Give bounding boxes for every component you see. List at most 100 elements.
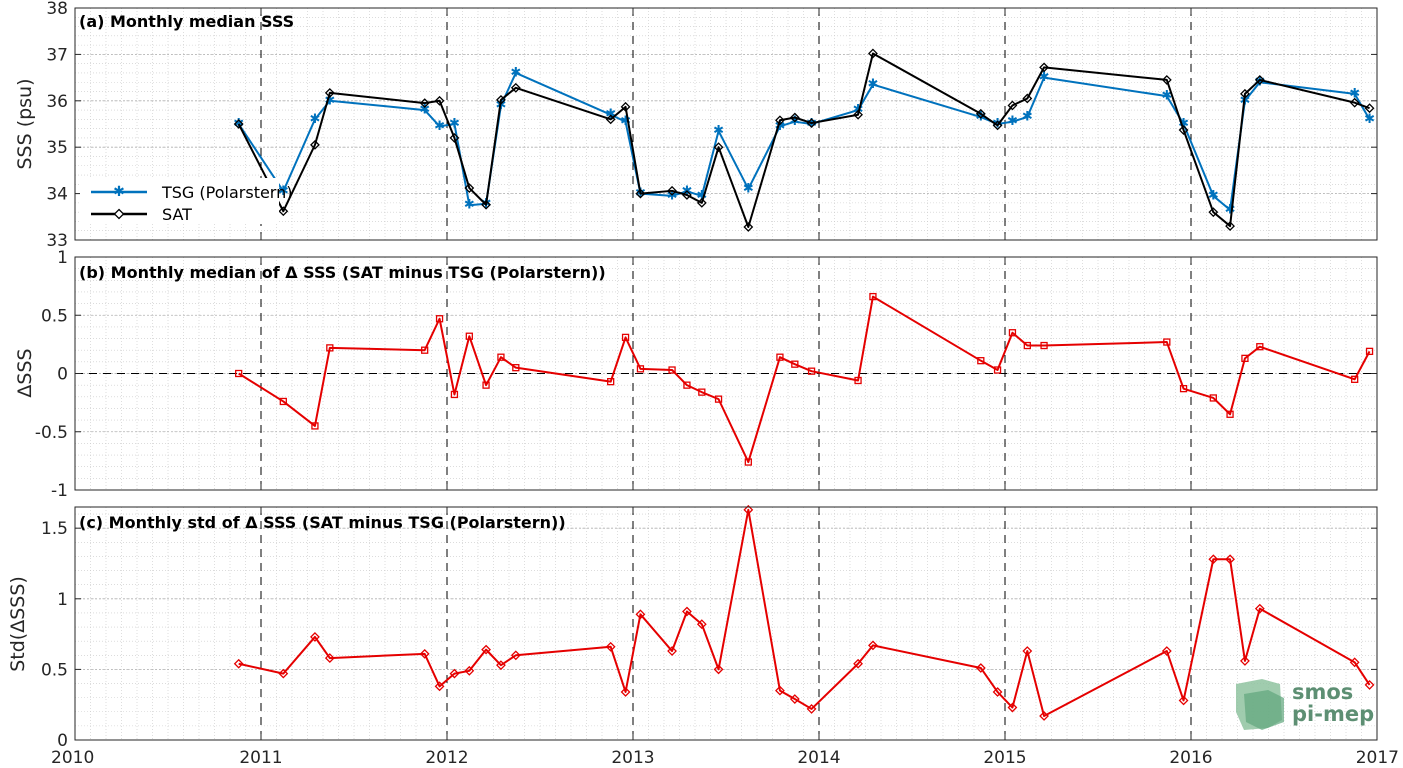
- y-tick-label: 37: [46, 45, 68, 65]
- data-point-diamond: [1225, 554, 1235, 565]
- panel-c-background: [75, 507, 1377, 740]
- data-point-diamond: [789, 112, 800, 123]
- y-tick-label: 33: [46, 231, 68, 251]
- data-point-square: [482, 381, 490, 389]
- data-point-square: [435, 315, 444, 323]
- data-point-diamond: [434, 681, 445, 692]
- data-point-diamond: [605, 641, 616, 652]
- logo-text-pi-mep: pi-mep: [1292, 702, 1374, 726]
- data-point-diamond: [1178, 695, 1189, 706]
- data-point-diamond: [635, 609, 646, 620]
- data-point-diamond: [1254, 603, 1265, 614]
- series-line-delta: [238, 295, 1371, 464]
- data-point-square: [698, 388, 706, 396]
- panel-c-std-delta-sss: 00.511.5 2010 2011 2012 2013 2014 2015 2016 201…: [7, 504, 1399, 768]
- data-point-diamond: [992, 687, 1003, 697]
- x-tick-label: 2015: [983, 748, 1026, 768]
- data-point-diamond: [496, 94, 506, 105]
- data-point-square: [512, 364, 520, 372]
- data-point-square: [279, 397, 287, 406]
- panel-a-monthly-median-sss: ✱✱✱✱✱✱ ✱✱ ✱✱✱✱ ✱✱ ✱ ✱ ✱✱✱✱ ✱ ✱✱✱✱ ✱ ✱ ✱✱✱✱✱✱✱✱✱✱ 33…: [14, 0, 1378, 251]
- data-point-square: [1040, 341, 1048, 350]
- data-point-star: ✱: [1349, 86, 1360, 101]
- data-point-diamond: [975, 663, 986, 673]
- data-point-diamond: [419, 98, 430, 109]
- y-tick-label: 0: [57, 365, 68, 385]
- data-point-square: [326, 344, 334, 352]
- data-point-diamond: [868, 640, 878, 651]
- panel-a-axes-box: [74, 7, 1378, 241]
- data-point-diamond: [1254, 75, 1265, 85]
- data-point-diamond: [419, 648, 430, 659]
- panel-b-median-delta-sss: -1 -0.5 0 0.5 1 (b) Monthly median of Δ SSS …: [14, 248, 1378, 501]
- data-point-star: ✱: [1225, 202, 1236, 217]
- x-axis-ticks: 2010 2011 2012 2013 2014 2015 2016 2017: [51, 748, 1399, 768]
- y-tick-label: -1: [51, 481, 68, 501]
- data-point-star: ✱: [324, 93, 335, 108]
- data-point-diamond: [992, 120, 1003, 131]
- data-point-diamond: [868, 48, 878, 59]
- y-tick-label: 1.5: [41, 519, 68, 539]
- data-point-diamond: [1225, 221, 1235, 231]
- x-tick-label: 2016: [1169, 748, 1212, 768]
- data-point-diamond: [789, 694, 800, 704]
- data-point-square: [421, 346, 429, 354]
- data-point-square: [1008, 329, 1017, 337]
- data-point-diamond: [310, 139, 320, 150]
- x-tick-label: 2013: [611, 748, 654, 768]
- y-tick-label: 0.5: [41, 660, 68, 680]
- data-point-diamond: [1349, 97, 1360, 108]
- data-point-square: [1226, 410, 1234, 418]
- data-point-star: ✱: [1039, 70, 1050, 85]
- data-point-star: ✱: [449, 117, 460, 132]
- data-point-diamond: [1240, 656, 1250, 666]
- legend-tsg-marker: ✱: [113, 184, 125, 200]
- legend: ✱ TSG (Polarstern) SAT: [80, 178, 292, 224]
- data-point-star: ✱: [667, 188, 678, 203]
- panel-b-series: [235, 292, 1374, 466]
- data-point-diamond: [635, 188, 646, 199]
- data-point-diamond: [449, 133, 460, 143]
- data-point-star: ✱: [309, 112, 320, 127]
- y-tick-label: 0.5: [41, 306, 68, 326]
- y-tick-label: 0: [57, 731, 68, 751]
- logo-graphic-shade: [1244, 690, 1284, 730]
- data-point-diamond: [806, 704, 817, 714]
- data-point-square: [636, 365, 645, 373]
- data-point-square: [993, 366, 1002, 374]
- data-point-star: ✱: [1254, 75, 1265, 90]
- data-point-diamond: [481, 199, 491, 210]
- data-point-diamond: [510, 650, 521, 661]
- y-tick-label: 1: [57, 590, 68, 610]
- smos-pi-mep-logo: smos pi-mep: [1236, 679, 1374, 730]
- data-point-diamond: [682, 190, 692, 200]
- legend-box: [80, 178, 279, 224]
- data-point-square: [1365, 347, 1374, 356]
- y-tick-label: 38: [46, 0, 68, 19]
- data-point-diamond: [496, 660, 506, 671]
- data-point-square: [1163, 338, 1171, 346]
- data-point-diamond: [1039, 711, 1049, 721]
- data-point-square: [668, 366, 676, 374]
- data-point-diamond: [696, 197, 707, 208]
- data-point-star: ✱: [1022, 110, 1033, 125]
- data-point-square: [1179, 384, 1188, 393]
- data-point-diamond: [620, 101, 631, 112]
- data-point-square: [807, 367, 816, 375]
- y-tick-label: 36: [46, 92, 68, 112]
- y-tick-label: 1: [57, 248, 68, 268]
- data-point-diamond: [713, 664, 724, 675]
- data-point-diamond: [1364, 103, 1375, 114]
- data-point-diamond: [481, 644, 491, 655]
- data-point-square: [311, 422, 319, 430]
- panel-a-y-axis-label: SSS (psu): [14, 78, 36, 169]
- data-point-square: [683, 381, 691, 389]
- panel-a-year-lines: [260, 8, 1192, 240]
- x-tick-label: 2014: [797, 748, 840, 768]
- data-point-diamond: [682, 606, 692, 617]
- data-point-square: [1351, 375, 1359, 383]
- x-tick-label: 2011: [239, 748, 282, 768]
- data-point-diamond: [1161, 75, 1172, 85]
- data-point-diamond: [324, 653, 335, 664]
- data-point-diamond: [853, 658, 863, 669]
